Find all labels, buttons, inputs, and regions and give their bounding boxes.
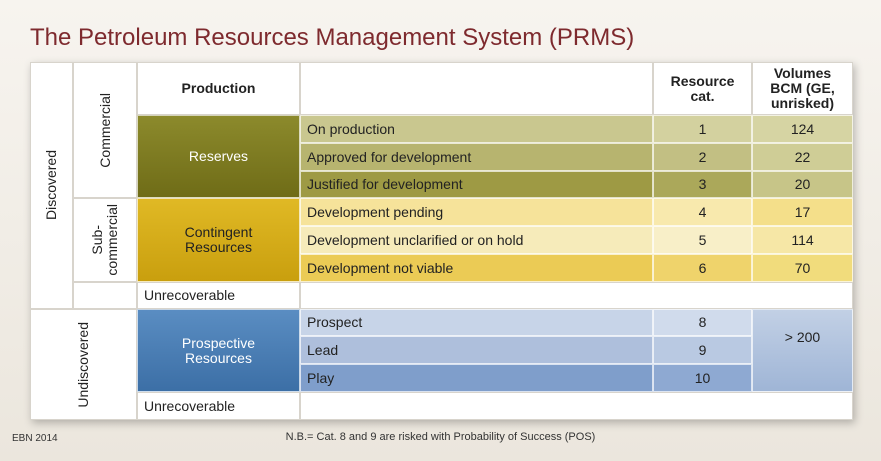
category: 3 <box>653 171 752 198</box>
category-text: 10 <box>694 369 711 386</box>
category: 8 <box>653 309 752 336</box>
category: 4 <box>653 198 752 226</box>
sub-commercial-label-text: commercial <box>104 204 120 276</box>
description-text: Approved for development <box>307 148 472 165</box>
volume: 124 <box>752 115 853 143</box>
sub-commercial-label-text: Sub- <box>89 225 105 255</box>
header-volumes-text: BCM (GE, <box>770 80 835 96</box>
blank <box>300 392 853 420</box>
description-text: Prospect <box>307 314 363 330</box>
commercial-label: Commercial <box>73 62 137 198</box>
volume: > 200 <box>752 309 853 392</box>
volume-text: 20 <box>794 176 811 192</box>
unrecoverable: Unrecoverable <box>137 282 300 309</box>
description: Play <box>300 364 653 392</box>
volume-text: 70 <box>794 259 811 276</box>
note: N.B.= Cat. 8 and 9 are risked with Proba… <box>285 431 596 443</box>
title: The Petroleum Resources Management Syste… <box>30 24 635 51</box>
discovered-label: Discovered <box>30 62 73 309</box>
volume-text: > 200 <box>784 329 821 345</box>
volume: 70 <box>752 254 853 282</box>
header-volumes-text: Volumes <box>773 65 832 81</box>
header-volumes: Volumes BCM (GE, unrisked) <box>752 62 853 115</box>
description: Development not viable <box>300 254 653 282</box>
category-text: 6 <box>698 259 707 276</box>
header-blank <box>300 62 653 115</box>
description: Prospect <box>300 309 653 336</box>
contingent-class: Contingent Resources <box>137 198 300 282</box>
description: Lead <box>300 336 653 364</box>
category: 1 <box>653 115 752 143</box>
reserves-class-text: Reserves <box>188 148 249 164</box>
header-category-text: Resource <box>670 72 735 89</box>
prospective-class: Prospective Resources <box>137 309 300 392</box>
unrecoverable-text: Unrecoverable <box>144 287 236 303</box>
description-text: Development not viable <box>307 259 454 276</box>
category-text: 8 <box>698 314 707 330</box>
description-text: Play <box>307 369 335 386</box>
header-category: Resource cat. <box>653 62 752 115</box>
category-text: 9 <box>698 341 707 358</box>
description: On production <box>300 115 653 143</box>
category-text: 5 <box>698 231 707 248</box>
contingent-class-text: Resources <box>185 239 252 255</box>
volume-text: 22 <box>794 148 811 165</box>
header-production-text: Production <box>181 80 256 96</box>
discovered-label-text: Discovered <box>43 150 59 221</box>
blank <box>73 282 137 309</box>
category: 6 <box>653 254 752 282</box>
volume-text: 17 <box>794 203 811 220</box>
source: EBN 2014 <box>12 433 58 444</box>
description-text: Lead <box>307 341 339 358</box>
description-text: On production <box>307 120 395 137</box>
prospective-class-text: Prospective <box>181 334 256 351</box>
undiscovered-label-text: Undiscovered <box>75 321 91 408</box>
blank <box>300 282 853 309</box>
category: 9 <box>653 336 752 364</box>
description: Development unclarified or on hold <box>300 226 653 254</box>
volume: 114 <box>752 226 853 254</box>
unrecoverable: Unrecoverable <box>137 392 300 420</box>
header-production: Production <box>137 62 300 115</box>
category: 2 <box>653 143 752 171</box>
undiscovered-label: Undiscovered <box>30 309 137 420</box>
category: 10 <box>653 364 752 392</box>
category-text: 4 <box>698 203 707 220</box>
volume: 20 <box>752 171 853 198</box>
category-text: 1 <box>698 120 707 137</box>
volume: 17 <box>752 198 853 226</box>
contingent-class-text: Contingent <box>184 224 253 240</box>
reserves-class: Reserves <box>137 115 300 198</box>
unrecoverable-text: Unrecoverable <box>144 397 236 414</box>
description: Approved for development <box>300 143 653 171</box>
description: Justified for development <box>300 171 653 198</box>
header-category-text: cat. <box>690 87 715 104</box>
description: Development pending <box>300 198 653 226</box>
description-text: Development unclarified or on hold <box>307 231 524 248</box>
sub-commercial-label: Sub-commercial <box>73 198 137 282</box>
volume: 22 <box>752 143 853 171</box>
commercial-label-text: Commercial <box>96 92 113 168</box>
category: 5 <box>653 226 752 254</box>
volume-text: 114 <box>791 231 814 248</box>
prospective-class-text: Resources <box>185 349 252 366</box>
header-volumes-text: unrisked) <box>770 95 834 111</box>
category-text: 2 <box>698 148 707 165</box>
description-text: Justified for development <box>307 176 463 192</box>
description-text: Development pending <box>307 203 444 220</box>
category-text: 3 <box>698 176 707 192</box>
volume-text: 124 <box>790 120 815 137</box>
